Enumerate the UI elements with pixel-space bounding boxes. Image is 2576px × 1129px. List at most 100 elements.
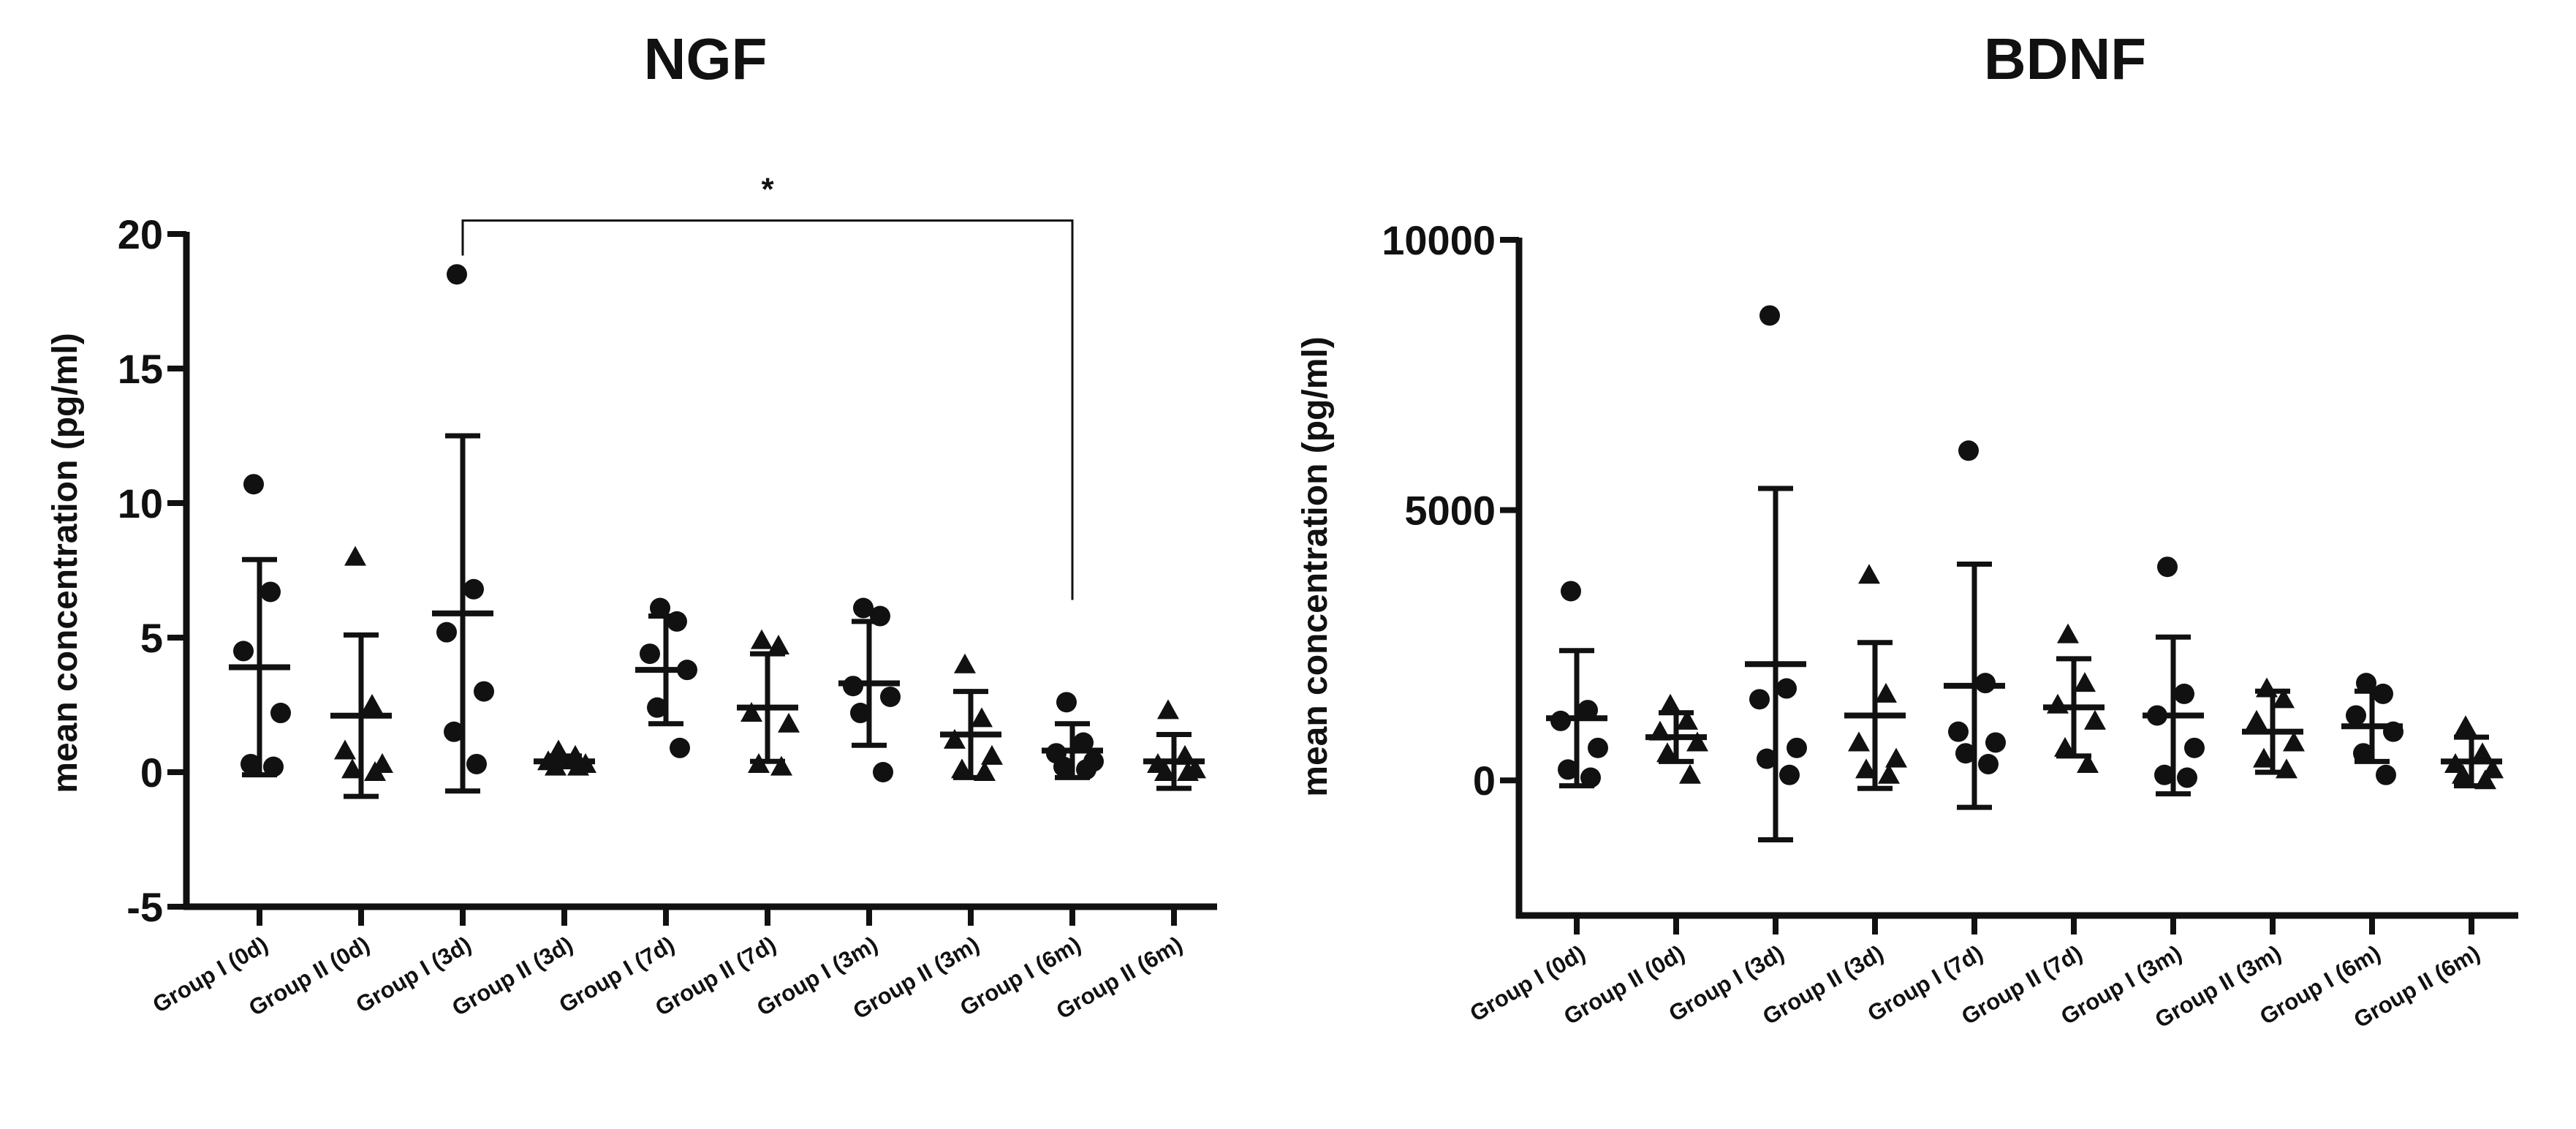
data-point bbox=[2356, 673, 2376, 694]
data-point bbox=[1177, 761, 1199, 781]
data-point bbox=[444, 721, 464, 742]
data-point bbox=[951, 758, 973, 779]
data-point bbox=[2246, 709, 2268, 730]
data-point bbox=[2455, 715, 2477, 736]
data-point bbox=[1561, 581, 1581, 602]
data-point bbox=[270, 703, 291, 724]
y-axis-label: mean concentration (pg/ml) bbox=[1296, 336, 1335, 796]
y-tick-label: 5000 bbox=[1404, 488, 1496, 534]
data-point bbox=[1787, 737, 1807, 758]
data-point bbox=[474, 681, 494, 702]
data-point bbox=[850, 703, 871, 724]
y-tick-label: 20 bbox=[118, 211, 163, 257]
data-point bbox=[334, 739, 356, 760]
data-point bbox=[2157, 556, 2178, 578]
data-point bbox=[2054, 736, 2076, 757]
data-point bbox=[2253, 747, 2275, 768]
data-point bbox=[233, 641, 254, 662]
data-point bbox=[971, 707, 993, 728]
data-point bbox=[2452, 763, 2474, 784]
data-point bbox=[873, 762, 893, 782]
data-point bbox=[1749, 689, 1770, 710]
data-point bbox=[243, 474, 264, 495]
data-point bbox=[1659, 693, 1681, 714]
y-tick-label: 5 bbox=[140, 615, 163, 661]
data-point bbox=[2074, 672, 2096, 692]
data-point bbox=[1558, 759, 1578, 780]
data-point bbox=[1676, 709, 1698, 730]
data-point bbox=[463, 578, 484, 600]
data-point bbox=[447, 264, 467, 285]
data-point bbox=[954, 653, 976, 673]
data-points bbox=[1546, 305, 2504, 843]
data-point bbox=[341, 758, 363, 779]
data-point bbox=[344, 545, 366, 566]
data-point bbox=[768, 635, 789, 655]
y-tick-label: 0 bbox=[140, 749, 163, 796]
significance-bracket bbox=[461, 219, 1074, 600]
data-point bbox=[1757, 748, 1777, 769]
data-point bbox=[361, 694, 383, 714]
y-axis-label: mean concentration (pg/ml) bbox=[46, 333, 85, 793]
data-point bbox=[1073, 732, 1094, 753]
axes bbox=[167, 231, 1217, 926]
data-point bbox=[2184, 737, 2205, 758]
data-point bbox=[1985, 732, 2006, 753]
data-point bbox=[1679, 763, 1701, 784]
significance-annotation: * bbox=[461, 172, 1074, 600]
data-point bbox=[2373, 683, 2393, 704]
data-point bbox=[1855, 758, 1877, 779]
data-point bbox=[260, 581, 281, 603]
data-point bbox=[640, 643, 660, 665]
y-tick-labels: -5 0 5 10 15 20 bbox=[118, 211, 163, 930]
data-point bbox=[1154, 761, 1176, 781]
y-tick-label: 15 bbox=[118, 346, 163, 392]
x-tick-labels: Group I (0d)Group II (0d)Group I (3d)Gro… bbox=[1466, 940, 2485, 1033]
data-point bbox=[1958, 440, 1979, 461]
data-point bbox=[1053, 756, 1074, 777]
data-point bbox=[2346, 705, 2366, 726]
data-point bbox=[2047, 693, 2069, 714]
data-point bbox=[1056, 692, 1077, 713]
data-point bbox=[2077, 753, 2099, 774]
x-tick-labels: Group I (0d)Group II (0d)Group I (3d)Gro… bbox=[148, 932, 1187, 1024]
y-tick-label: -5 bbox=[126, 884, 163, 930]
data-point bbox=[770, 755, 792, 776]
data-point bbox=[1776, 678, 1797, 699]
data-points bbox=[229, 264, 1206, 799]
data-point bbox=[1076, 759, 1096, 780]
data-point bbox=[670, 737, 690, 758]
data-point bbox=[647, 697, 667, 718]
data-point bbox=[240, 753, 261, 774]
data-point bbox=[1577, 700, 1598, 721]
data-point bbox=[436, 622, 457, 643]
bdnf-chart: BDNF mean concentration (pg/ml) Group I … bbox=[1296, 26, 2518, 1033]
data-point bbox=[2471, 742, 2493, 763]
data-point bbox=[2273, 688, 2295, 709]
data-point bbox=[1588, 737, 1608, 758]
data-point bbox=[1978, 754, 1999, 775]
data-point bbox=[466, 753, 487, 774]
data-point bbox=[2353, 743, 2374, 764]
y-tick-label: 0 bbox=[1473, 758, 1496, 804]
data-point bbox=[1875, 682, 1897, 703]
significance-star: * bbox=[761, 172, 774, 208]
chart-title: NGF bbox=[644, 26, 768, 91]
data-point bbox=[778, 712, 800, 733]
axes bbox=[1500, 237, 2518, 934]
data-point bbox=[1948, 721, 1969, 742]
data-point bbox=[2376, 764, 2396, 785]
data-point bbox=[650, 597, 670, 619]
data-point bbox=[2084, 709, 2106, 730]
data-point bbox=[1955, 743, 1976, 764]
data-point bbox=[1858, 564, 1880, 584]
data-point bbox=[1878, 763, 1900, 784]
data-point bbox=[1885, 747, 1907, 768]
y-tick-label: 10 bbox=[118, 480, 163, 526]
data-point bbox=[1779, 764, 1800, 785]
data-point bbox=[853, 597, 874, 619]
data-point bbox=[1656, 742, 1678, 763]
y-tick-labels: 0 5000 10000 bbox=[1382, 217, 1496, 804]
data-point bbox=[2283, 731, 2305, 752]
chart-title: BDNF bbox=[1984, 26, 2146, 91]
